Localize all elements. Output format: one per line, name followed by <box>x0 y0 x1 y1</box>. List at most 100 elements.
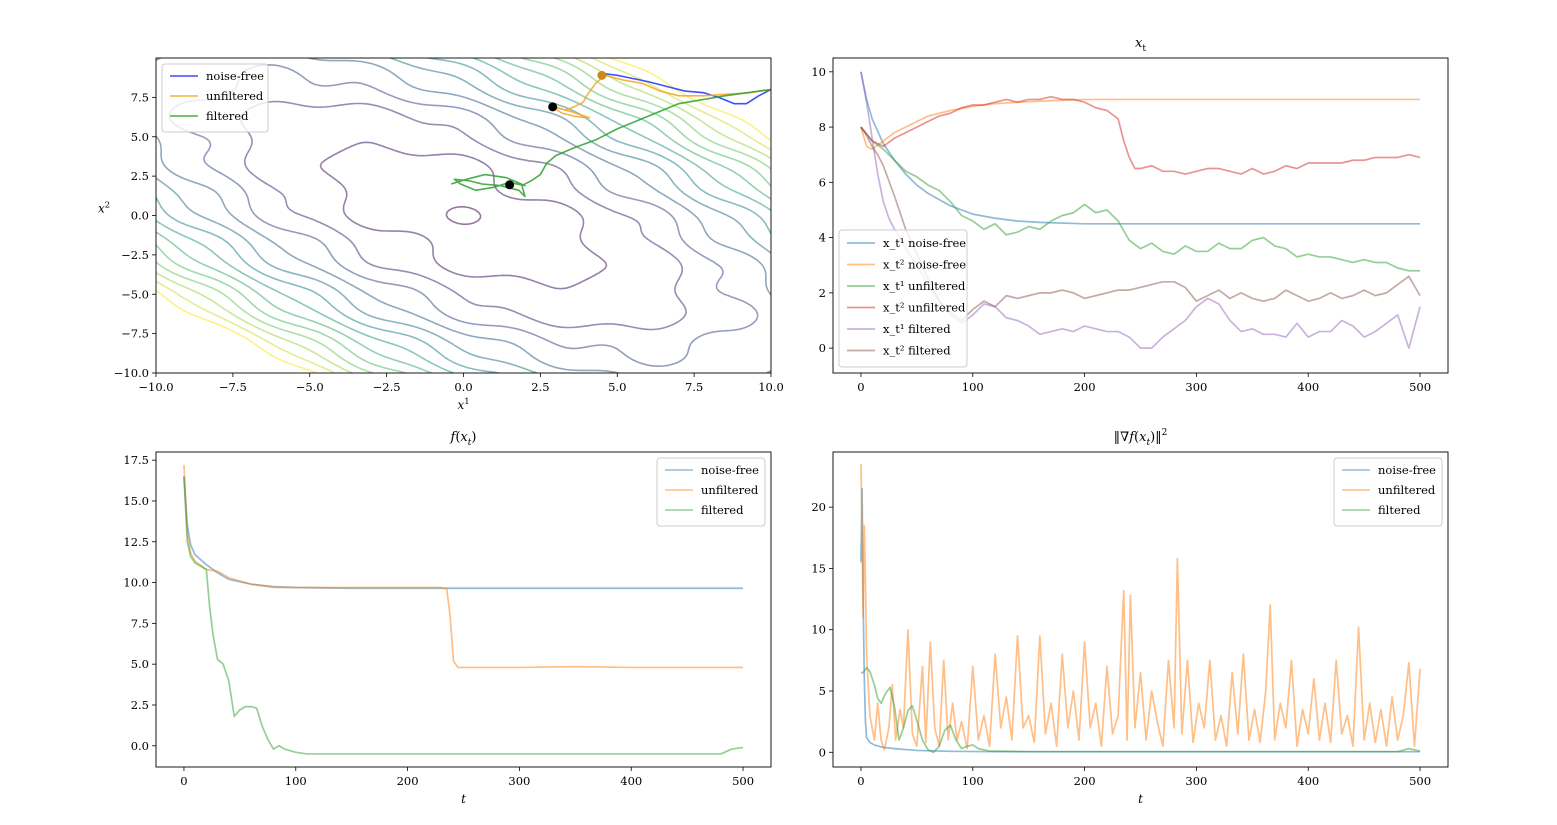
y-tick-label: 10.0 <box>123 576 149 590</box>
series-line <box>548 74 771 119</box>
y-tick-label: 7.5 <box>131 90 149 104</box>
contour-lines <box>156 58 771 373</box>
x-tick-label: 300 <box>1185 380 1207 394</box>
x-tick-label: 10.0 <box>758 380 784 394</box>
y-tick-label: 0 <box>819 341 826 355</box>
legend-label: x_t² noise-free <box>883 258 966 272</box>
y-axis-label: x2 <box>98 200 110 216</box>
series-line <box>860 464 1421 751</box>
contour-level <box>156 58 771 373</box>
x-tick-label: 100 <box>285 774 307 788</box>
y-tick-label: 8 <box>819 120 826 134</box>
legend-label: x_t¹ unfiltered <box>883 279 966 293</box>
x-tick-label: 7.5 <box>685 380 703 394</box>
x-tick-label: 100 <box>962 380 984 394</box>
contour-level <box>156 58 771 373</box>
x-tick-label: −10.0 <box>138 380 173 394</box>
x-axis-label: t <box>1138 792 1143 806</box>
y-tick-label: −2.5 <box>121 248 149 262</box>
x-axis-label: t <box>461 792 466 806</box>
legend-label: unfiltered <box>701 483 759 497</box>
contour-level <box>156 58 771 373</box>
plot-frame <box>832 57 1449 374</box>
trajectories <box>450 70 771 198</box>
legend-label: x_t¹ noise-free <box>883 236 966 250</box>
y-tick-label: 15 <box>811 561 826 575</box>
legend-label: x_t² filtered <box>883 344 951 358</box>
plot-frame <box>155 451 772 768</box>
contour-level <box>156 58 771 373</box>
legend-box <box>161 63 269 133</box>
y-tick-label: 5.0 <box>131 130 149 144</box>
y-tick-label: 10 <box>811 65 826 79</box>
contour-level <box>240 100 687 331</box>
legend-label: x_t¹ filtered <box>883 322 951 336</box>
y-tick-label: 10 <box>811 623 826 637</box>
y-tick-label: 4 <box>819 231 826 245</box>
contour-level <box>156 58 771 373</box>
contour-level <box>445 205 482 226</box>
contour-level <box>156 58 771 373</box>
y-tick-label: 0.0 <box>131 739 149 753</box>
series-lines <box>183 465 744 755</box>
contour-level <box>156 58 771 373</box>
y-tick-label: 5.0 <box>131 657 149 671</box>
legend-label: unfiltered <box>1378 483 1436 497</box>
x-tick-label: 400 <box>1297 380 1319 394</box>
y-tick-label: 17.5 <box>123 453 149 467</box>
x-tick-label: 0 <box>857 380 864 394</box>
y-tick-label: 2.5 <box>131 169 149 183</box>
x-tick-label: 200 <box>1074 774 1096 788</box>
series-line <box>860 126 1421 272</box>
legend-box <box>1333 457 1443 527</box>
x-tick-label: 0 <box>857 774 864 788</box>
x-tick-label: 200 <box>397 774 419 788</box>
legend-label: unfiltered <box>206 89 264 103</box>
x-tick-label: −5.0 <box>296 380 324 394</box>
x-tick-label: 5.0 <box>608 380 626 394</box>
x-tick-label: 500 <box>1409 380 1431 394</box>
x-tick-label: 300 <box>508 774 530 788</box>
x-tick-label: 100 <box>962 774 984 788</box>
end-marker <box>505 180 515 190</box>
y-tick-label: −5.0 <box>121 287 149 301</box>
y-tick-label: 20 <box>811 500 826 514</box>
y-tick-label: 0.0 <box>131 209 149 223</box>
f-panel: 0 100 200 300 400 500 0.0 2.5 5.0 7.5 10.0 12.5 15.0… <box>123 430 772 806</box>
contour-level <box>156 58 771 373</box>
series-line <box>860 71 1421 225</box>
y-tick-label: −10.0 <box>114 366 149 380</box>
series-line <box>860 98 1421 151</box>
x-tick-label: 300 <box>1185 774 1207 788</box>
x-axis-label: x1 <box>457 396 469 412</box>
x-tick-label: 2.5 <box>531 380 549 394</box>
series-line <box>450 88 771 198</box>
series-line <box>183 476 744 755</box>
panel-title: xt <box>1135 36 1146 54</box>
y-tick-label: 2.5 <box>131 698 149 712</box>
series-lines <box>860 464 1421 754</box>
series-line <box>860 487 1421 753</box>
series-line <box>860 666 1421 754</box>
legend-label: noise-free <box>701 463 759 477</box>
panel-title: ‖∇f(xt)‖2 <box>1114 428 1168 448</box>
panel-title: f(xt) <box>450 430 477 448</box>
legend-label: filtered <box>206 109 249 123</box>
x-tick-label: −2.5 <box>373 380 401 394</box>
grad-panel: 0 100 200 300 400 500 0 5 10 15 20 ‖∇f(xt)‖2 t noise-… <box>811 428 1449 806</box>
legend-label: x_t² unfiltered <box>883 301 966 315</box>
x-tick-label: 500 <box>1409 774 1431 788</box>
y-tick-label: 15.0 <box>123 494 149 508</box>
x-tick-label: −7.5 <box>219 380 247 394</box>
legend-label: noise-free <box>1378 463 1436 477</box>
y-tick-label: 12.5 <box>123 535 149 549</box>
x-tick-label: 0.0 <box>454 380 472 394</box>
x-tick-label: 400 <box>620 774 642 788</box>
y-tick-label: 0 <box>819 745 826 759</box>
y-tick-label: 2 <box>819 286 826 300</box>
x-tick-label: 400 <box>1297 774 1319 788</box>
y-tick-label: 7.5 <box>131 616 149 630</box>
y-tick-label: −7.5 <box>121 327 149 341</box>
end-marker <box>548 102 558 112</box>
